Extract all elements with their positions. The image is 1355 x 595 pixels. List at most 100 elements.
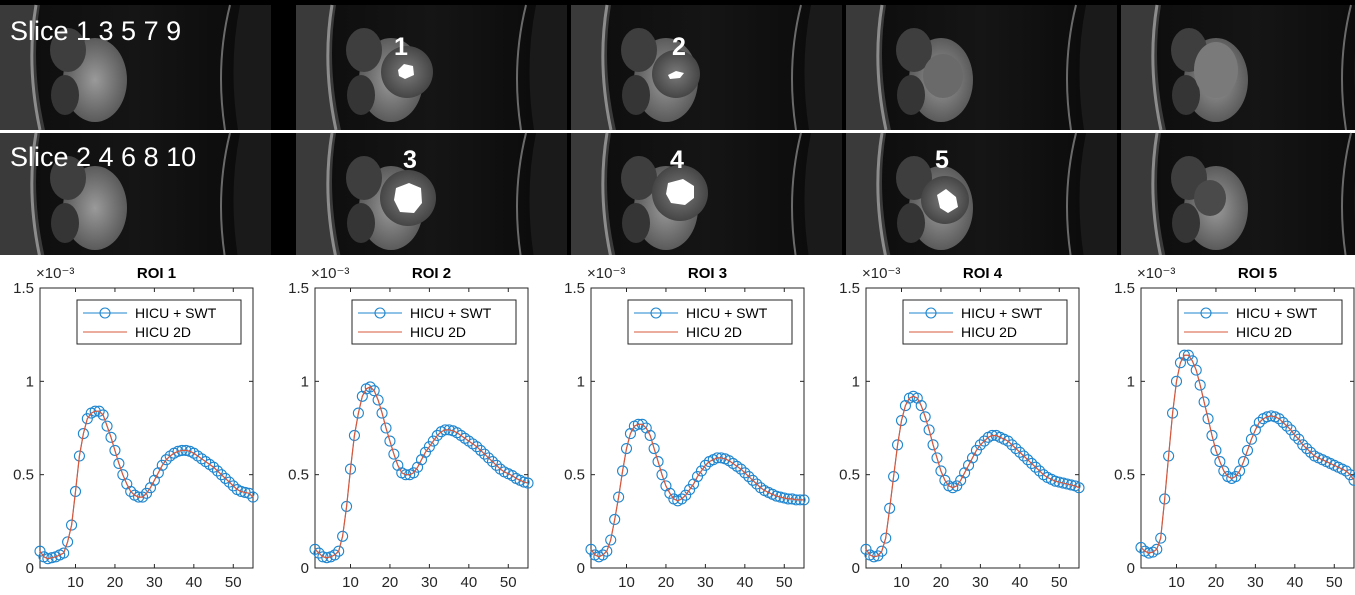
data-point [585,543,597,555]
data-point [1006,439,1018,451]
legend-box [351,299,517,345]
legend-label: HICU 2D [1236,324,1292,340]
x-tick-label: 10 [67,574,84,591]
data-point [427,435,439,447]
data-point [309,543,321,555]
data-point [348,429,360,442]
data-point [664,487,676,499]
x-tick-label: 30 [697,574,714,591]
data-point [931,452,943,464]
data-point [1186,355,1198,367]
roi-marker-4: 4 [670,146,684,174]
data-point [1344,469,1355,481]
chart-title: ROI 3 [688,265,727,282]
data-point [376,407,388,419]
data-point [352,407,364,419]
data-point [1238,456,1250,468]
data-point [1194,379,1206,391]
chart-roi-2: 0 0.5 1 1.5 10 20 30 40 50 ×10⁻³ ROI 2 HICU + SWT HI… [288,265,534,591]
y-tick-label: 1.5 [564,280,585,297]
data-point [1002,435,1014,447]
data-point [317,551,329,563]
data-point [333,545,345,557]
axis-exponent: ×10⁻³ [311,265,349,282]
data-point [1293,433,1305,445]
data-point [227,480,239,492]
data-point [774,491,786,503]
data-point [923,424,935,436]
axis-exponent: ×10⁻³ [587,265,625,282]
data-point [423,441,435,453]
roi-marker-2: 2 [672,33,686,61]
data-point [243,487,255,499]
x-tick-label: 20 [1208,574,1225,591]
data-point [743,470,755,483]
data-point [648,442,660,455]
roi-mask-4 [666,179,694,205]
y-tick-label: 1.5 [13,280,34,297]
chart-roi-1: 0 0.5 1 1.5 10 20 30 40 50 ×10⁻³ ROI 1 HICU + SWT HI… [13,265,259,591]
x-tick-label: 20 [107,574,124,591]
legend-label: HICU + SWT [1236,305,1318,321]
data-point [1261,411,1273,423]
legend-label: HICU 2D [686,324,742,340]
data-point [935,465,947,477]
data-point [699,459,711,471]
data-point [1151,543,1163,555]
data-point [680,489,692,501]
legend-box [76,299,242,345]
data-point [876,545,888,557]
data-point [978,435,990,447]
data-point [62,536,74,548]
legend-label: HICU + SWT [686,305,768,321]
legend-box [627,299,793,345]
data-point [117,469,129,481]
data-point [81,413,93,425]
data-point [1170,375,1183,387]
data-point [125,485,137,498]
data-point [1241,444,1254,456]
legend-label: HICU + SWT [410,305,492,321]
data-point [388,448,400,460]
y-tick-label: 0.5 [288,467,309,484]
data-point [1202,413,1214,425]
data-point [644,429,656,442]
data-point [1348,474,1355,486]
series-line-hicu-2d [865,395,1080,558]
data-point [1034,465,1046,477]
data-point [156,459,168,471]
data-point [105,431,117,443]
data-point [160,454,172,466]
data-point [695,465,707,477]
roi-mask-3 [394,183,422,213]
x-tick-label: 10 [618,574,635,591]
data-point [372,394,384,406]
y-tick-label: 0.5 [839,467,860,484]
data-point [597,549,609,561]
axis-exponent: ×10⁻³ [1137,265,1175,282]
data-point [1182,349,1194,361]
y-tick-label: 0.5 [1114,467,1135,484]
legend-label: HICU 2D [135,324,191,340]
data-point [211,465,224,477]
roi-mask-1 [398,64,414,79]
data-point [735,463,747,475]
data-point [1253,416,1265,428]
legend-swatch-marker [99,307,111,319]
x-tick-label: 40 [460,574,477,591]
x-tick-label: 50 [1051,574,1068,591]
roi-marker-3: 3 [403,146,417,174]
data-point [927,439,939,451]
data-point [1206,429,1218,442]
mri-row-1 [0,3,1355,132]
data-point [34,545,46,557]
x-tick-label: 40 [736,574,753,591]
data-point [939,474,951,486]
data-point [1214,456,1226,468]
x-tick-label: 30 [421,574,438,591]
y-tick-label: 1 [1127,373,1135,390]
data-point [1010,442,1022,455]
data-point [329,549,341,561]
data-point [880,532,892,544]
